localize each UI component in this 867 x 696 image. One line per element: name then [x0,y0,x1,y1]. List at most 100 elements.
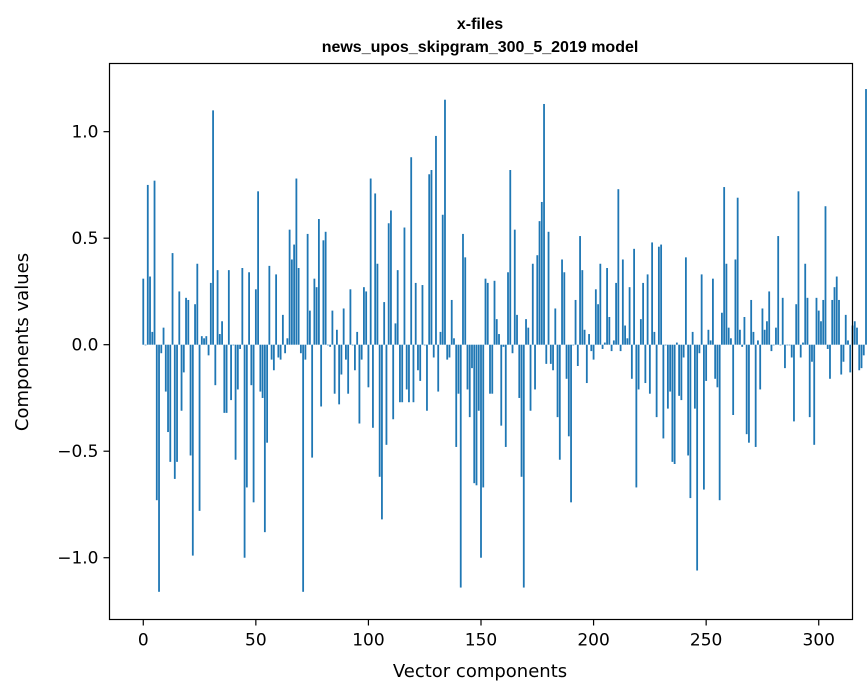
bar-221 [639,319,642,345]
bar-319 [860,344,863,369]
bar-65 [288,229,291,345]
bar-26 [200,336,203,345]
bar-62 [281,314,284,345]
bar-15 [176,344,178,462]
bar-151 [482,344,485,488]
bar-195 [581,270,584,345]
bar-100 [367,344,370,388]
bar-249 [703,344,705,490]
bar-28 [205,336,208,345]
bar-279 [770,344,773,352]
bar-263 [734,259,737,345]
bar-16 [178,291,181,345]
bar-285 [784,344,786,369]
bar-227 [653,331,656,345]
bar-168 [520,344,523,477]
y-axis-ticks: −1.0 −0.5 0.0 0.5 1.0 [57,123,110,569]
bar-84 [331,310,334,345]
bar-179 [545,344,548,364]
bar-118 [408,344,410,403]
bar-132 [439,331,442,345]
bar-130 [435,135,437,345]
bar-166 [516,314,518,345]
bar-239 [680,344,683,401]
bar-158 [498,334,500,345]
bar-22 [191,344,194,556]
bar-59 [275,274,278,345]
bar-203 [599,263,602,345]
bar-117 [405,344,408,390]
bar-76 [313,278,316,345]
bar-48 [250,344,253,386]
bar-90 [345,344,347,360]
bar-182 [552,344,554,371]
bar-250 [705,344,708,381]
bar-237 [675,342,678,345]
bar-277 [766,321,768,345]
bar-91 [347,344,350,394]
bar-214 [624,325,626,345]
bar-125 [423,344,426,346]
bar-41 [234,344,237,460]
y-tick-label: −0.5 [57,442,98,462]
bar-5 [153,180,156,345]
bar-33 [216,270,219,345]
bar-172 [529,344,532,411]
bar-294 [804,263,807,345]
bar-46 [245,344,248,488]
bar-194 [579,236,581,345]
bar-233 [666,344,669,409]
bar-196 [583,329,586,345]
bar-260 [727,327,730,345]
bar-99 [365,291,368,345]
bar-58 [272,344,275,371]
bar-265 [739,329,741,345]
bar-280 [772,344,775,346]
bar-68 [295,178,298,345]
bar-271 [752,331,755,345]
bar-9 [162,327,165,345]
bar-290 [795,304,798,345]
bar-310 [840,344,843,375]
bar-160 [502,344,505,347]
bar-218 [633,248,635,345]
bar-57 [270,344,273,360]
bar-238 [678,344,681,396]
bar-198 [588,334,590,345]
bars-group [142,89,867,592]
bar-137 [450,299,453,345]
bar-1 [144,344,147,346]
bar-147 [473,344,476,484]
bar-186 [561,259,563,345]
bar-71 [302,344,305,592]
bar-20 [187,299,190,345]
bar-4 [151,331,154,345]
bar-86 [336,329,338,345]
bar-94 [354,344,356,371]
bar-257 [721,312,723,345]
bar-188 [565,344,568,379]
bar-40 [232,344,235,346]
x-tick-label: 300 [803,631,835,651]
bar-39 [230,344,232,401]
y-axis-label: Components values [12,253,33,431]
bar-219 [635,344,638,488]
bar-122 [417,344,419,371]
bar-286 [786,344,789,346]
bar-89 [342,308,345,345]
bar-309 [838,299,840,345]
bar-131 [437,344,440,392]
bar-104 [376,263,379,345]
bar-101 [369,178,372,345]
bar-292 [799,344,802,358]
bar-316 [853,321,856,345]
bar-96 [358,344,361,424]
bar-155 [491,344,494,394]
bar-171 [527,327,530,345]
bar-305 [829,344,831,379]
bar-298 [813,344,816,445]
bar-313 [847,340,849,345]
bar-320 [862,344,865,356]
bar-17 [180,344,183,411]
bar-103 [374,193,377,345]
